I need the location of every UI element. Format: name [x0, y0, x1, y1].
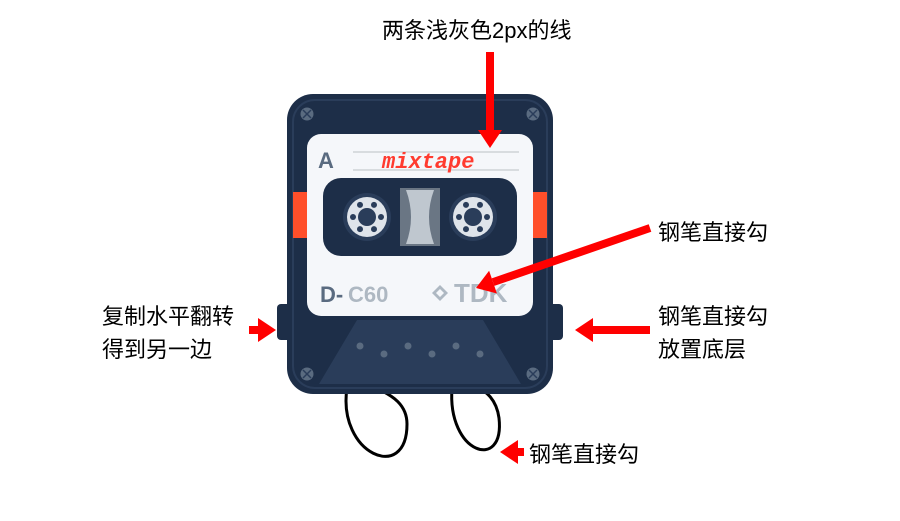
arrow-right: [575, 318, 650, 342]
callout-right-line1: 钢笔直接勾: [658, 300, 768, 333]
diagram-stage: AmixtapeD-C60TDK 两条浅灰色2px的线 钢笔直接勾 钢笔直接勾 …: [0, 0, 900, 521]
diagram-svg: AmixtapeD-C60TDK: [0, 0, 900, 521]
bottom-hole: [429, 351, 436, 358]
callout-bottom: 钢笔直接勾: [529, 438, 639, 471]
callout-left: 复制水平翻转 得到另一边: [102, 300, 234, 366]
bottom-hole: [405, 343, 412, 350]
callout-left-line2: 得到另一边: [102, 333, 234, 366]
spool-right: [449, 193, 497, 241]
label-text-D: D-: [320, 282, 343, 307]
callout-right-mid: 钢笔直接勾: [658, 216, 768, 249]
arrow-bottom: [500, 440, 524, 464]
callout-right-line2: 放置底层: [658, 333, 768, 366]
label-text-mixtape: mixtape: [381, 150, 474, 175]
label-text-C60: C60: [348, 282, 388, 307]
accent-left: [293, 192, 309, 238]
callout-left-line1: 复制水平翻转: [102, 300, 234, 333]
arrow-left: [249, 318, 276, 342]
bottom-hole: [357, 343, 364, 350]
spool-left: [343, 193, 391, 241]
bottom-hole: [453, 343, 460, 350]
callout-top: 两条浅灰色2px的线: [382, 14, 571, 47]
accent-right: [531, 192, 547, 238]
bottom-hole: [381, 351, 388, 358]
callout-right: 钢笔直接勾 放置底层: [658, 300, 768, 366]
label-text-A: A: [318, 148, 334, 173]
tape-loop-left: [346, 388, 407, 456]
bottom-hole: [477, 351, 484, 358]
tape-loop-right: [452, 388, 500, 450]
